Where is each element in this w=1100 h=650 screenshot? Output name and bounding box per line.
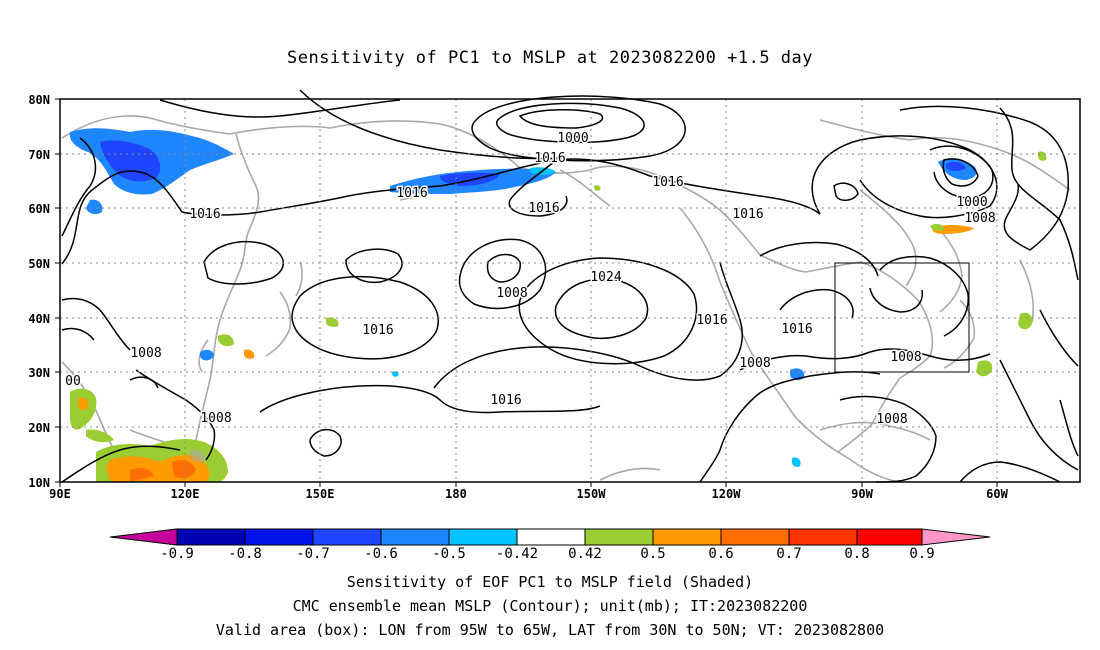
colorbar-segment	[652, 528, 722, 546]
colorbar-label: 0.5	[640, 546, 665, 562]
lon-label: 180	[445, 487, 467, 501]
colorbar-label: 0.8	[844, 546, 869, 562]
colorbar-segment	[448, 528, 518, 546]
contour-label: 1016	[189, 207, 220, 222]
colorbar-label: -0.7	[296, 546, 330, 562]
lon-label: 60W	[986, 487, 1008, 501]
contour-labels: 1000 1016 1016 1016 1016 1016 1008 1016 …	[64, 130, 997, 429]
colorbar-label: 0.9	[909, 546, 934, 562]
contour-label: 1000	[956, 195, 987, 210]
contour-label: 1016	[396, 186, 427, 201]
lat-label: 80N	[28, 93, 50, 107]
colorbar-end-right	[921, 528, 991, 546]
colorbar-segment	[788, 528, 858, 546]
contour-label: 1016	[652, 175, 683, 190]
axis-ticks	[55, 98, 998, 487]
contour-label: 1016	[534, 151, 565, 166]
lon-label: 90E	[49, 487, 71, 501]
contour-label: 1008	[130, 346, 161, 361]
lon-label: 120W	[712, 487, 742, 501]
lon-label: 150E	[306, 487, 335, 501]
colorbar-segment	[856, 528, 923, 546]
contour-label: 1008	[964, 211, 995, 226]
chart-title: Sensitivity of PC1 to MSLP at 2023082200…	[286, 48, 813, 68]
lon-label: 150W	[577, 487, 607, 501]
colorbar-label: 0.7	[776, 546, 801, 562]
colorbar-segment	[516, 528, 586, 546]
contour-label: 1016	[490, 393, 521, 408]
contour-label: 1016	[781, 322, 812, 337]
colorbar-segment	[312, 528, 382, 546]
contour-label: 1000	[557, 131, 588, 146]
contour-label: 1016	[696, 313, 727, 328]
lat-label: 10N	[28, 476, 50, 490]
caption-line-2: CMC ensemble mean MSLP (Contour); unit(m…	[292, 597, 808, 615]
colorbar-segment	[380, 528, 450, 546]
contour-label: 1008	[876, 412, 907, 427]
valid-area-box	[834, 262, 970, 373]
contour-label: 1008	[496, 286, 527, 301]
colorbar-segment	[584, 528, 654, 546]
lat-label: 50N	[28, 257, 50, 271]
colorbar-segment	[176, 528, 246, 546]
contour-label: 1016	[732, 207, 763, 222]
lat-labels: 80N 70N 60N 50N 40N 30N 20N 10N	[28, 93, 50, 490]
lat-label: 60N	[28, 202, 50, 216]
colorbar-label: -0.9	[160, 546, 194, 562]
shaded-sensitivity	[69, 128, 1047, 482]
lat-label: 30N	[28, 366, 50, 380]
contour-label: 1024	[590, 270, 621, 285]
contour-label: 1016	[528, 201, 559, 216]
colorbar-label: -0.5	[432, 546, 466, 562]
contour-label: 1008	[739, 356, 770, 371]
lon-label: 120E	[171, 487, 200, 501]
contour-label: 00	[65, 374, 81, 389]
colorbar-label: -0.6	[364, 546, 398, 562]
contour-label: 1008	[890, 350, 921, 365]
colorbar-segment	[244, 528, 314, 546]
colorbar-segment	[720, 528, 790, 546]
colorbar-label: -0.42	[496, 546, 538, 562]
lon-labels: 90E 120E 150E 180 150W 120W 90W 60W	[49, 487, 1008, 501]
sensitivity-map: 1000 1016 1016 1016 1016 1016 1008 1016 …	[28, 89, 1081, 562]
lat-label: 20N	[28, 421, 50, 435]
lon-label: 90W	[851, 487, 873, 501]
contour-label: 1008	[200, 411, 231, 426]
mslp-contours	[61, 89, 1079, 483]
grid-lines	[60, 99, 1080, 482]
map-frame	[59, 98, 1081, 483]
lat-label: 70N	[28, 148, 50, 162]
caption-line-1: Sensitivity of EOF PC1 to MSLP field (Sh…	[346, 573, 754, 591]
colorbar-end-left	[109, 528, 178, 546]
contour-label: 1016	[362, 323, 393, 338]
lat-label: 40N	[28, 312, 50, 326]
caption-line-3: Valid area (box): LON from 95W to 65W, L…	[215, 621, 885, 639]
colorbar-labels: -0.9 -0.8 -0.7 -0.6 -0.5 -0.42 0.42 0.5 …	[160, 546, 935, 562]
colorbar	[109, 528, 991, 546]
colorbar-label: 0.42	[568, 546, 602, 562]
colorbar-label: 0.6	[708, 546, 733, 562]
colorbar-label: -0.8	[228, 546, 262, 562]
